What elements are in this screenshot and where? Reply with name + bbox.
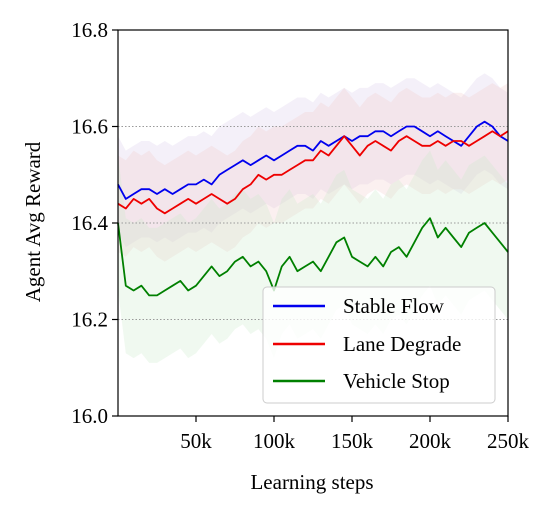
x-tick-label: 200k xyxy=(409,429,452,453)
y-tick-label: 16.2 xyxy=(71,308,108,332)
series-lines xyxy=(117,120,509,297)
y-tick-label: 16.0 xyxy=(71,404,108,428)
variance-band xyxy=(118,83,508,262)
x-axis-label: Learning steps xyxy=(250,470,373,494)
tick-labels: 16.0 16.2 16.4 16.6 16.8 50k 100k 150k 200k 250k xyxy=(71,18,529,453)
x-tick-label: 100k xyxy=(253,429,296,453)
x-tick-label: 250k xyxy=(487,429,530,453)
series-line-stable-flow xyxy=(117,120,509,200)
x-tick-label: 150k xyxy=(331,429,374,453)
legend-box xyxy=(262,286,496,404)
legend-label-lane-degrade: Lane Degrade xyxy=(343,332,461,356)
y-tick-label: 16.6 xyxy=(71,115,108,139)
legend: Stable Flow Lane Degrade Vehicle Stop xyxy=(262,286,496,404)
y-tick-label: 16.8 xyxy=(71,18,108,42)
series-line-vehicle-stop xyxy=(117,217,509,297)
y-tick-label: 16.4 xyxy=(71,211,108,235)
x-tick-label: 50k xyxy=(180,429,212,453)
legend-label-stable-flow: Stable Flow xyxy=(343,294,445,318)
y-axis-label: Agent Avg Reward xyxy=(21,141,45,302)
legend-label-vehicle-stop: Vehicle Stop xyxy=(343,369,450,393)
series-line-lane-degrade xyxy=(117,130,509,215)
